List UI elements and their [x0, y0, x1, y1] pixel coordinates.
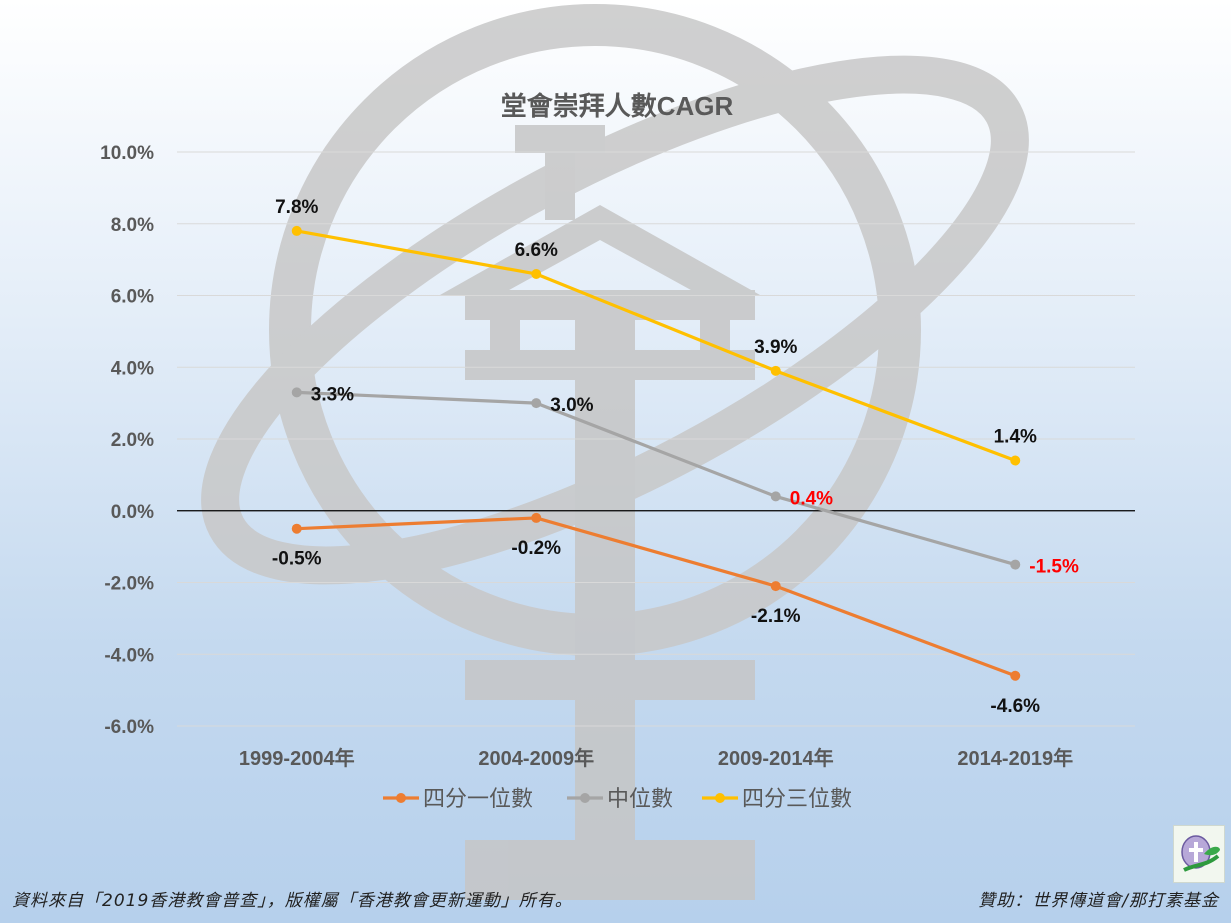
y-tick-label: 4.0% [111, 358, 154, 379]
data-label: 3.9% [754, 337, 797, 358]
series-line [296, 390, 1016, 567]
series-line [296, 516, 1016, 678]
corner-logo [1173, 825, 1225, 883]
data-point [770, 581, 781, 592]
data-point [531, 268, 542, 279]
data-point [1010, 670, 1021, 681]
data-label: -1.5% [1029, 557, 1079, 578]
legend: 四分一位數 中位數 四分三位數 [383, 786, 852, 811]
y-axis-ticks: 10.0% 8.0% 6.0% 4.0% 2.0% 0.0% -2.0% -4.0% -6.0% [100, 143, 154, 738]
legend-label: 四分三位數 [742, 786, 852, 811]
x-tick-label: 2014-2019年 [957, 746, 1073, 770]
x-tick-label: 2004-2009年 [478, 746, 594, 770]
legend-label: 中位數 [607, 786, 673, 811]
gridlines [177, 151, 1135, 727]
legend-marker [580, 793, 590, 803]
data-label: 3.0% [550, 395, 593, 416]
data-label: -0.2% [511, 538, 561, 559]
x-tick-label: 2009-2014年 [718, 746, 834, 770]
legend-item: 中位數 [567, 786, 673, 811]
y-tick-label: 0.0% [111, 502, 154, 523]
series-0: -0.5% -0.2% -2.1% -4.6% [272, 512, 1040, 717]
data-point [291, 523, 302, 534]
series-layer: -0.5% -0.2% -2.1% -4.6% 3.3% 3.0% 0.4% -1.5% 7.8… [272, 197, 1079, 717]
y-tick-label: -4.0% [104, 645, 154, 666]
data-label: 7.8% [275, 197, 318, 218]
chart-title: 堂會崇拜人數CAGR [501, 91, 734, 121]
x-axis-ticks: 1999-2004年 2004-2009年 2009-2014年 2014-2019年 [239, 746, 1073, 770]
data-point [531, 512, 542, 523]
y-tick-label: 2.0% [111, 430, 154, 451]
data-label: 3.3% [311, 384, 354, 405]
legend-item: 四分三位數 [702, 786, 852, 811]
source-note: 資料來自「2019香港教會普查」，版權屬「香港教會更新運動」所有。 [12, 891, 573, 911]
data-label: -4.6% [990, 696, 1040, 717]
series-line [296, 229, 1016, 463]
series-1: 3.3% 3.0% 0.4% -1.5% [291, 384, 1079, 578]
y-tick-label: -6.0% [104, 717, 154, 738]
data-point [291, 387, 302, 398]
data-point [291, 225, 302, 236]
series-2: 7.8% 6.6% 3.9% 1.4% [275, 197, 1037, 466]
data-label: 6.6% [515, 240, 558, 261]
y-tick-label: 8.0% [111, 215, 154, 236]
legend-item: 四分一位數 [383, 786, 533, 811]
data-label: -0.5% [272, 549, 322, 570]
data-point [1010, 559, 1021, 570]
data-label: 1.4% [994, 427, 1037, 448]
legend-marker [396, 793, 406, 803]
data-label: -2.1% [751, 606, 801, 627]
y-tick-label: 6.0% [111, 287, 154, 308]
data-point [531, 398, 542, 409]
data-label: 0.4% [790, 488, 833, 509]
data-point [770, 365, 781, 376]
legend-marker [715, 793, 725, 803]
y-tick-label: 10.0% [100, 143, 154, 164]
data-point [770, 491, 781, 502]
legend-label: 四分一位數 [423, 786, 533, 811]
y-tick-label: -2.0% [104, 574, 154, 595]
watermark-logo [201, 4, 1029, 900]
x-tick-label: 1999-2004年 [239, 746, 355, 770]
sponsor-note: 贊助：世界傳道會/那打素基金 [978, 891, 1219, 911]
data-point [1010, 455, 1021, 466]
